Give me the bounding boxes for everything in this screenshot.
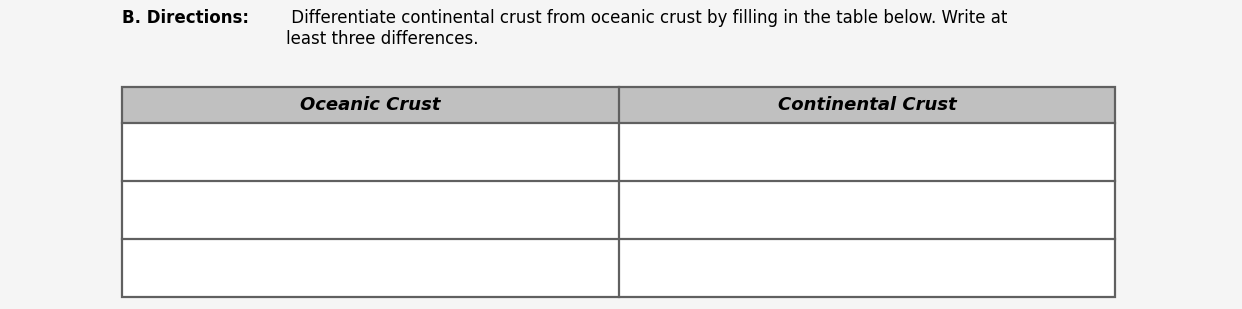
Text: Continental Crust: Continental Crust <box>777 96 956 114</box>
Bar <box>122 239 619 297</box>
Bar <box>122 87 1115 297</box>
Bar <box>619 87 1115 123</box>
Bar <box>122 123 619 181</box>
Bar <box>122 181 619 239</box>
Text: B. Directions:: B. Directions: <box>122 9 248 27</box>
Text: Oceanic Crust: Oceanic Crust <box>299 96 441 114</box>
Bar <box>619 239 1115 297</box>
Bar <box>122 87 619 123</box>
Text: Differentiate continental crust from oceanic crust by filling in the table below: Differentiate continental crust from oce… <box>286 9 1007 48</box>
Bar <box>619 123 1115 181</box>
Bar <box>619 181 1115 239</box>
